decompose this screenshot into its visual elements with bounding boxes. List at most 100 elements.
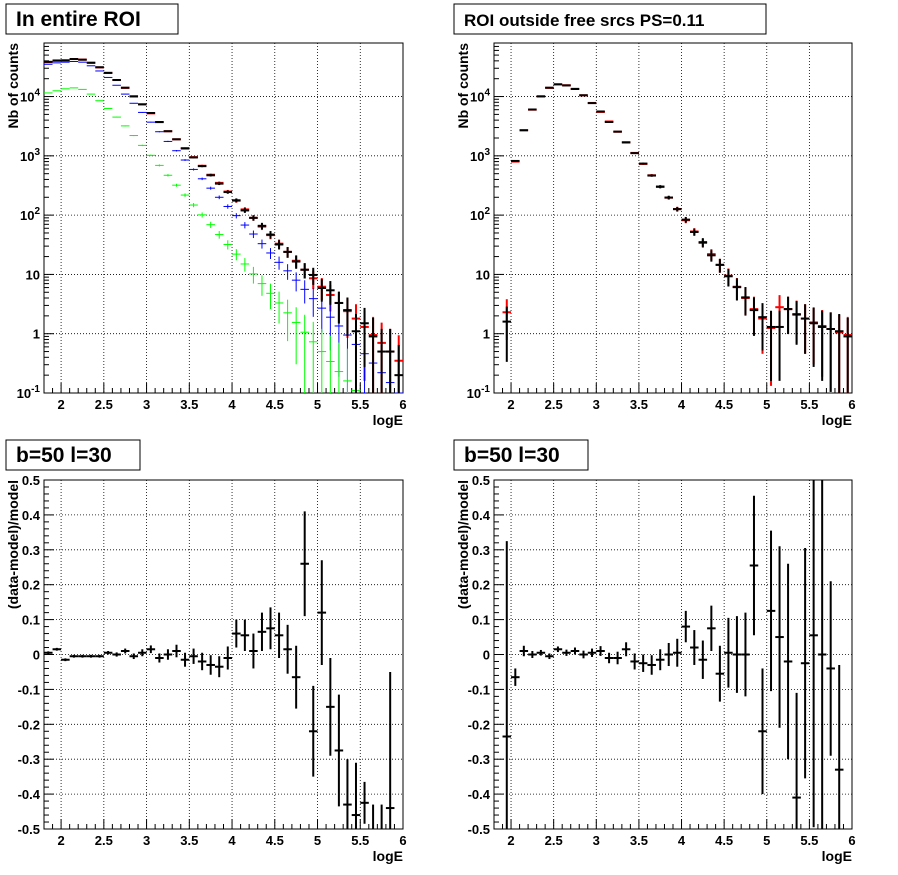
data-point bbox=[308, 267, 318, 285]
data-point bbox=[129, 95, 139, 98]
data-point bbox=[596, 110, 605, 113]
y-tick-label: -0.5 bbox=[468, 822, 490, 837]
data-point bbox=[214, 182, 224, 186]
data-point bbox=[351, 314, 361, 393]
data-point bbox=[334, 342, 344, 393]
data-point bbox=[834, 664, 844, 829]
x-axis-label: logE bbox=[822, 412, 852, 428]
data-point bbox=[715, 258, 725, 273]
y-tick-label: 1 bbox=[483, 327, 490, 342]
data-point bbox=[749, 495, 759, 636]
y-tick-label: -0.4 bbox=[18, 787, 41, 802]
data-point bbox=[826, 581, 835, 756]
data-point bbox=[232, 213, 241, 219]
data-point bbox=[172, 149, 181, 152]
x-tick-label: 2 bbox=[507, 397, 514, 412]
data-point bbox=[732, 278, 742, 301]
y-tick-label: 10 bbox=[476, 267, 490, 282]
plot-area bbox=[44, 480, 403, 829]
series-data bbox=[44, 58, 403, 393]
data-point bbox=[775, 546, 784, 728]
data-point bbox=[343, 759, 352, 829]
chart-top-left: 2 2.5 3 3.5 4 4.5 5 5.5 6 10-1 1 10 102 103 104 logE Nb … bbox=[5, 3, 407, 428]
data-point bbox=[214, 656, 224, 678]
x-tick-label: 6 bbox=[399, 833, 406, 848]
data-point bbox=[197, 177, 207, 181]
data-point bbox=[146, 111, 156, 114]
title-box bbox=[453, 439, 589, 471]
data-point bbox=[232, 198, 241, 203]
data-point bbox=[129, 102, 139, 104]
data-point bbox=[673, 638, 682, 667]
data-point bbox=[707, 250, 716, 262]
data-point bbox=[223, 240, 233, 250]
data-point bbox=[741, 612, 750, 697]
plot-frame bbox=[43, 42, 404, 394]
title-box bbox=[5, 439, 141, 471]
x-tick-label: 4 bbox=[678, 397, 686, 412]
x-axis-label: logE bbox=[822, 848, 852, 864]
data-point bbox=[326, 335, 335, 393]
x-tick-label: 3.5 bbox=[630, 833, 648, 848]
data-point bbox=[536, 649, 546, 656]
data-point bbox=[249, 633, 258, 669]
data-point bbox=[317, 328, 327, 393]
data-point bbox=[52, 647, 62, 651]
data-point bbox=[180, 159, 190, 161]
data-point bbox=[647, 655, 656, 675]
data-point bbox=[385, 328, 395, 393]
plot-area bbox=[44, 43, 403, 393]
data-point bbox=[817, 310, 827, 381]
data-point bbox=[155, 121, 164, 124]
data-point bbox=[681, 216, 691, 223]
x-tick-label: 6 bbox=[848, 833, 855, 848]
x-tick-label: 2 bbox=[57, 833, 64, 848]
y-tick-label: 1 bbox=[33, 327, 40, 342]
data-point bbox=[385, 671, 395, 829]
x-tick-label: 5.5 bbox=[800, 397, 818, 412]
data-point bbox=[613, 651, 622, 665]
data-point bbox=[630, 653, 639, 670]
data-point bbox=[283, 624, 292, 674]
data-point bbox=[240, 222, 250, 229]
y-tick-label: 0.5 bbox=[22, 473, 40, 488]
y-axis-label: Nb of counts bbox=[5, 43, 21, 129]
data-point bbox=[587, 102, 597, 105]
data-point bbox=[138, 144, 147, 147]
x-tick-label: 5 bbox=[314, 833, 321, 848]
x-tick-label: 5.5 bbox=[800, 833, 818, 848]
data-point bbox=[240, 258, 250, 272]
series-residuals bbox=[44, 511, 395, 829]
data-point bbox=[604, 652, 614, 664]
data-point bbox=[266, 248, 275, 259]
plot-area bbox=[494, 43, 852, 393]
data-point bbox=[138, 111, 147, 113]
y-tick-label: 0.1 bbox=[472, 613, 490, 628]
data-point bbox=[553, 646, 563, 653]
data-point bbox=[308, 321, 318, 393]
data-point bbox=[766, 530, 776, 692]
data-point bbox=[528, 108, 537, 111]
plot-frame bbox=[493, 479, 853, 830]
y-tick-label: 103 bbox=[20, 147, 40, 164]
x-tick-label: 5.5 bbox=[351, 397, 369, 412]
y-tick-label: 10 bbox=[26, 267, 40, 282]
y-tick-label: 0.3 bbox=[472, 543, 490, 558]
data-point bbox=[308, 685, 318, 777]
data-point bbox=[638, 162, 648, 165]
data-point bbox=[664, 195, 673, 200]
data-point bbox=[257, 222, 267, 230]
data-point bbox=[715, 645, 725, 702]
title-box bbox=[5, 3, 179, 35]
data-point bbox=[206, 186, 215, 190]
data-point bbox=[792, 301, 801, 345]
data-point bbox=[291, 272, 301, 292]
data-point bbox=[214, 195, 224, 200]
data-point bbox=[95, 654, 104, 658]
x-tick-label: 5 bbox=[314, 397, 321, 412]
data-point bbox=[197, 652, 207, 671]
data-point bbox=[155, 164, 164, 167]
x-tick-label: 3 bbox=[593, 833, 600, 848]
data-point bbox=[291, 645, 301, 709]
